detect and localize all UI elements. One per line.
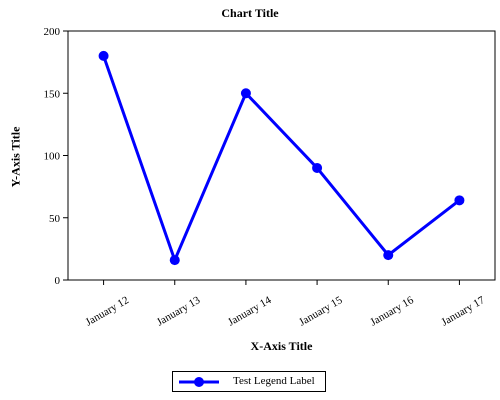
data-point [98,50,109,61]
x-tick-label: January 13 [155,294,203,329]
y-tick-label: 200 [44,26,61,38]
chart-title: Chart Title [221,6,279,20]
x-tick-label: January 14 [226,294,274,329]
y-tick-label: 100 [44,151,61,163]
legend: Test Legend Label [172,371,326,392]
x-tick-label: January 16 [368,294,416,329]
y-tick-label: 50 [49,213,61,225]
series-line [102,55,461,262]
x-tick-label: January 12 [84,294,132,328]
data-point [383,250,394,261]
x-axis-title: X-Axis Title [250,339,313,353]
data-point [169,255,180,266]
data-point [240,88,251,99]
x-tick-label: January 15 [297,294,345,329]
data-point [312,162,323,173]
data-point [454,195,465,206]
plot-frame [67,30,496,281]
x-tick-label: January 17 [439,294,487,329]
legend-label: Test Legend Label [233,375,315,387]
legend-series-line-icon [179,377,219,387]
y-axis-ticks: 0 50 100 150 200 [44,26,68,287]
x-axis-ticks: January 12 January 13 January 14 January 15… [84,280,487,329]
y-tick-label: 150 [44,88,61,100]
y-tick-label: 0 [55,275,61,287]
series-layer [98,50,465,266]
